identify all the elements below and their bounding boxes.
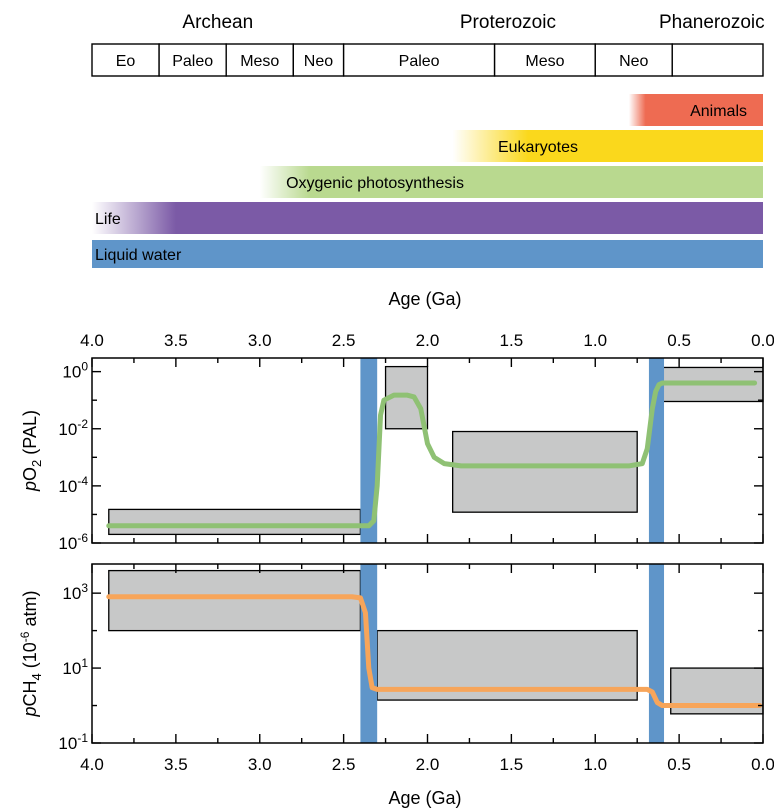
milestone-label: Life [95,211,121,228]
uncertainty-box [108,508,362,536]
milestone-bar [452,130,763,162]
y-tick-label: 100 [62,360,88,382]
x-tick-label: 1.0 [583,331,607,350]
x-tick-label: 2.5 [332,755,356,774]
x-tick-label: 1.5 [500,755,524,774]
x-tick-label: 1.5 [500,331,524,350]
x-tick-label: 0.5 [667,755,691,774]
milestone-bar [628,94,763,126]
x-tick-label: 4.0 [80,331,104,350]
x-tick-label: 4.0 [80,755,104,774]
era-label: Eo [116,53,136,70]
transition-band [648,564,665,743]
milestone-bar [92,202,763,234]
y-tick-label: 103 [62,581,88,603]
era-cell [493,43,596,77]
y-tick-label: 10-2 [58,417,88,439]
era-cell [594,43,673,77]
x-tick-label: 2.5 [332,331,356,350]
x-tick-label: 0.0 [751,755,774,774]
series-line [106,594,763,709]
era-cell [158,43,227,77]
x-tick-label: 0.5 [667,331,691,350]
milestone-bar [92,240,763,268]
milestone-bar [259,166,763,198]
milestone-bars: Animals Eukaryotes Oxygenic photosynthesis… [92,94,763,268]
eon-label: Archean [182,12,253,33]
y-tick-label: 10-4 [58,474,88,496]
x-axis-label-top: Age (Ga) [388,289,461,309]
era-label: Neo [619,53,648,70]
era-label: Paleo [399,53,440,70]
y-tick-label: 10-1 [58,731,88,753]
milestone-label: Liquid water [95,247,182,264]
geologic-timescale: Archean Proterozoic Phanerozoic Eo Paleo Meso… [91,12,765,77]
x-tick-label: 3.0 [248,755,272,774]
pch4-panel: 103 101 10-1 4.0 3.5 3.0 2.5 2.0 1.5 1.0 0.5 0.0 pCH… [18,563,774,774]
era-label: Meso [525,53,564,70]
milestone-label: Oxygenic photosynthesis [286,175,464,192]
y-axis-label: pO2 (PAL) [20,410,44,492]
era-label: Neo [304,53,333,70]
x-tick-label: 0.0 [751,331,774,350]
era-cell [225,43,294,77]
x-tick-label: 3.0 [248,331,272,350]
era-cell [342,43,496,77]
era-label: Paleo [172,53,213,70]
y-axis-label: pCH4 (10-6 atm) [18,591,44,718]
uncertainty-box [452,430,638,513]
po2-panel: 100 10-2 10-4 10-6 4.0 3.5 3.0 2.5 2.0 1.5 1.0 0.5 0… [20,331,774,553]
y-tick-label: 101 [62,656,88,678]
y-tick-label: 10-6 [58,531,88,553]
x-tick-label: 3.5 [164,755,188,774]
milestone-label: Eukaryotes [498,139,578,156]
x-tick-label: 2.0 [416,755,440,774]
transition-band [360,358,378,543]
era-cell [91,43,160,77]
series-line [106,380,758,529]
milestone-label: Animals [690,103,747,120]
eon-label: Phanerozoic [659,12,765,33]
era-label: Meso [240,53,279,70]
eon-label: Proterozoic [460,12,556,33]
uncertainty-box [108,569,362,632]
x-tick-label: 1.0 [583,755,607,774]
x-tick-label: 3.5 [164,331,188,350]
x-axis-label-bottom: Age (Ga) [388,788,461,808]
era-cell [671,43,764,77]
x-tick-label: 2.0 [416,331,440,350]
